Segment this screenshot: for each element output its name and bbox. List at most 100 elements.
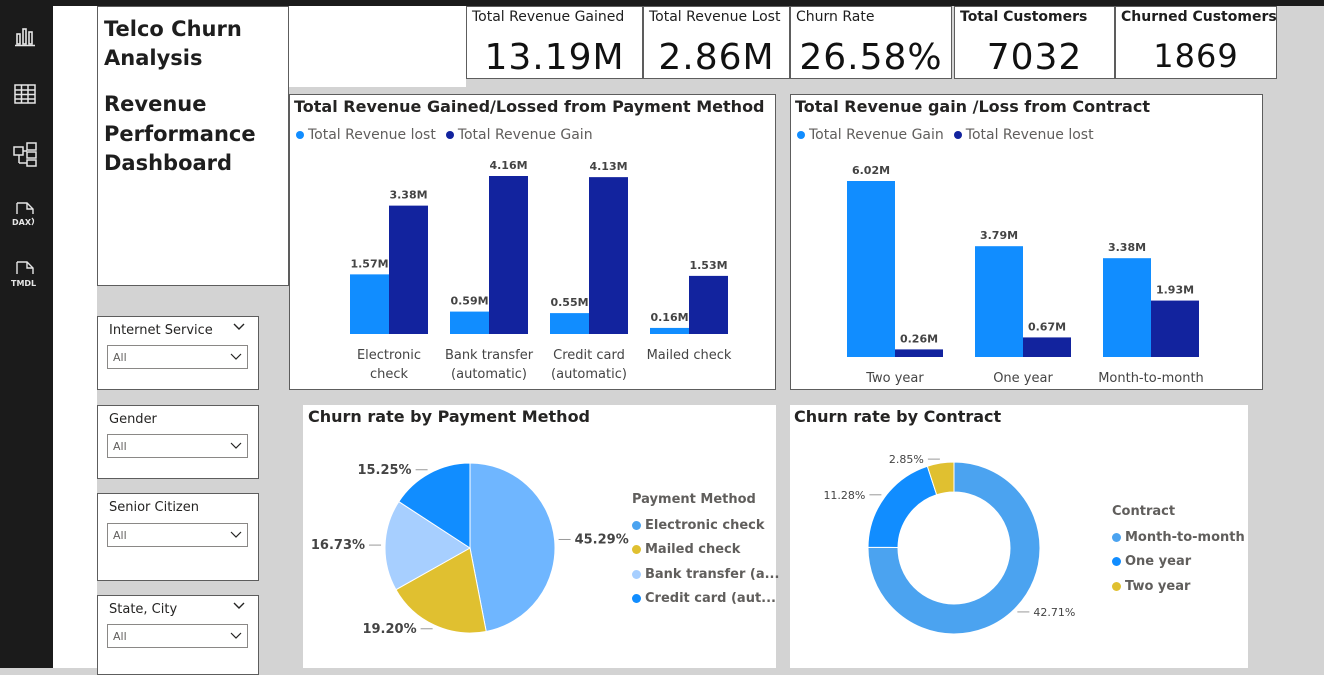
- legend-dot: [632, 520, 641, 530]
- kpi-value: 7032: [986, 37, 1083, 78]
- chart-legend: Contract Month-to-month One year Two yea…: [1112, 504, 1245, 599]
- kpi-value: 26.58%: [799, 37, 943, 78]
- chart-title: Churn rate by Payment Method: [308, 407, 591, 426]
- canvas-gap: [97, 286, 289, 299]
- legend-item[interactable]: Total Revenue Gain: [797, 127, 944, 143]
- legend-label: Total Revenue lost: [308, 127, 436, 143]
- legend-dot: [797, 131, 805, 139]
- slicer-gender[interactable]: Gender All: [97, 405, 259, 479]
- legend-item[interactable]: Credit card (aut...: [632, 587, 779, 612]
- data-label: 0.67M: [1028, 320, 1066, 333]
- payment-revenue-chart[interactable]: Total Revenue Gained/Lossed from Payment…: [289, 94, 776, 390]
- report-view-icon[interactable]: [9, 20, 41, 52]
- data-label: 19.20%: [362, 622, 416, 637]
- legend-dot: [1112, 532, 1121, 542]
- legend-item[interactable]: Mailed check: [632, 538, 779, 563]
- legend-dot: [632, 569, 641, 579]
- chart-legend: Payment Method Electronic check Mailed c…: [632, 492, 779, 611]
- data-label: 0.55M: [550, 296, 588, 309]
- bar: [489, 176, 528, 334]
- data-label: 1.93M: [1156, 284, 1194, 297]
- dashboard-title-card: Telco Churn Analysis Revenue Performance…: [97, 6, 289, 286]
- dax-query-icon[interactable]: DAX: [9, 198, 41, 230]
- legend-item[interactable]: Electronic check: [632, 513, 779, 538]
- legend-dot: [1112, 581, 1121, 591]
- legend-label: Credit card (aut...: [645, 591, 776, 607]
- slicer-dropdown[interactable]: All: [107, 624, 248, 648]
- chevron-down-icon[interactable]: [232, 322, 246, 332]
- legend-item[interactable]: Total Revenue lost: [953, 127, 1094, 143]
- bar: [650, 327, 689, 334]
- data-label: 0.59M: [450, 295, 488, 308]
- svg-text:DAX: DAX: [12, 218, 32, 227]
- model-view-icon[interactable]: [9, 138, 41, 170]
- kpi-label: Total Revenue Gained: [472, 9, 625, 25]
- slicer-state-city[interactable]: State, City All: [97, 595, 259, 675]
- kpi-label: Churn Rate: [796, 9, 875, 25]
- contract-churn-donut-chart[interactable]: Churn rate by Contract 42.71% 11.28% 2.85%…: [790, 405, 1248, 668]
- report-title: Telco Churn Analysis: [104, 17, 242, 70]
- contract-revenue-chart[interactable]: Total Revenue gain /Loss from Contract T…: [790, 94, 1263, 390]
- legend-item[interactable]: Total Revenue Gain: [445, 127, 593, 143]
- data-label: 4.13M: [589, 160, 627, 173]
- data-label: 4.16M: [489, 159, 527, 172]
- data-label: 1.53M: [689, 259, 727, 272]
- data-label: 2.85%: [889, 453, 924, 466]
- slice: [395, 547, 487, 634]
- legend-item[interactable]: Two year: [1112, 574, 1245, 599]
- bar: [1023, 337, 1071, 357]
- slicer-title: Senior Citizen: [109, 500, 199, 515]
- bar: [975, 246, 1023, 357]
- slicer-dropdown[interactable]: All: [107, 434, 248, 458]
- slicer-value: All: [113, 529, 127, 542]
- legend-item[interactable]: Total Revenue lost: [296, 127, 436, 143]
- data-label: 45.29%: [575, 532, 629, 547]
- legend-dot: [445, 131, 454, 139]
- slicer-title: Gender: [109, 412, 157, 427]
- kpi-label: Total Revenue Lost: [649, 9, 781, 25]
- slicer-senior-citizen[interactable]: Senior Citizen All: [97, 493, 259, 581]
- category-label: Month-to-month: [1098, 371, 1204, 386]
- legend-label: Electronic check: [645, 517, 765, 533]
- canvas-margin: [53, 6, 97, 668]
- donut-chart-svg: 42.71% 11.28% 2.85%: [823, 453, 1075, 635]
- chevron-down-icon[interactable]: [232, 601, 246, 611]
- report-subtitle: Revenue Performance Dashboard: [104, 92, 256, 175]
- bar: [389, 205, 428, 334]
- kpi-card-churn-rate: Churn Rate 26.58%: [790, 6, 952, 79]
- bar: [550, 313, 589, 334]
- kpi-value: 13.19M: [484, 37, 625, 78]
- chart-legend: Total Revenue Gain Total Revenue lost: [797, 127, 1104, 143]
- slice: [469, 462, 556, 633]
- slice: [926, 461, 955, 496]
- slice: [398, 462, 471, 549]
- legend-title: Payment Method: [632, 492, 756, 507]
- kpi-label: Total Customers: [960, 9, 1088, 25]
- legend-item[interactable]: One year: [1112, 550, 1245, 575]
- category-label: One year: [993, 371, 1053, 386]
- slicer-internet-service[interactable]: Internet Service All: [97, 316, 259, 390]
- table-view-icon[interactable]: [9, 78, 41, 110]
- legend-dot: [1112, 557, 1121, 567]
- tmdl-view-icon[interactable]: TMDL: [9, 258, 41, 290]
- legend-label: Total Revenue lost: [965, 127, 1094, 143]
- kpi-card-revenue-gained: Total Revenue Gained 13.19M: [466, 6, 643, 79]
- data-label: 11.28%: [823, 489, 865, 502]
- bar: [689, 275, 728, 334]
- payment-churn-pie-chart[interactable]: Churn rate by Payment Method 45.29% 19.20…: [303, 405, 779, 668]
- legend-item[interactable]: Bank transfer (a...: [632, 562, 779, 587]
- chart-title: Total Revenue gain /Loss from Contract: [795, 97, 1150, 116]
- data-label: 16.73%: [311, 538, 365, 553]
- data-label: 3.38M: [1108, 241, 1146, 254]
- category-label: Mailed check: [647, 348, 732, 363]
- data-label: 6.02M: [852, 164, 890, 177]
- legend-label: Bank transfer (a...: [645, 566, 780, 582]
- bar: [895, 349, 943, 357]
- top-bar: [0, 0, 1324, 6]
- legend-item[interactable]: Month-to-month: [1112, 525, 1245, 550]
- slicer-dropdown[interactable]: All: [107, 345, 248, 369]
- bar: [350, 274, 389, 334]
- slicer-dropdown[interactable]: All: [107, 523, 248, 547]
- chevron-down-icon: [230, 632, 242, 639]
- kpi-value: 2.86M: [658, 37, 775, 78]
